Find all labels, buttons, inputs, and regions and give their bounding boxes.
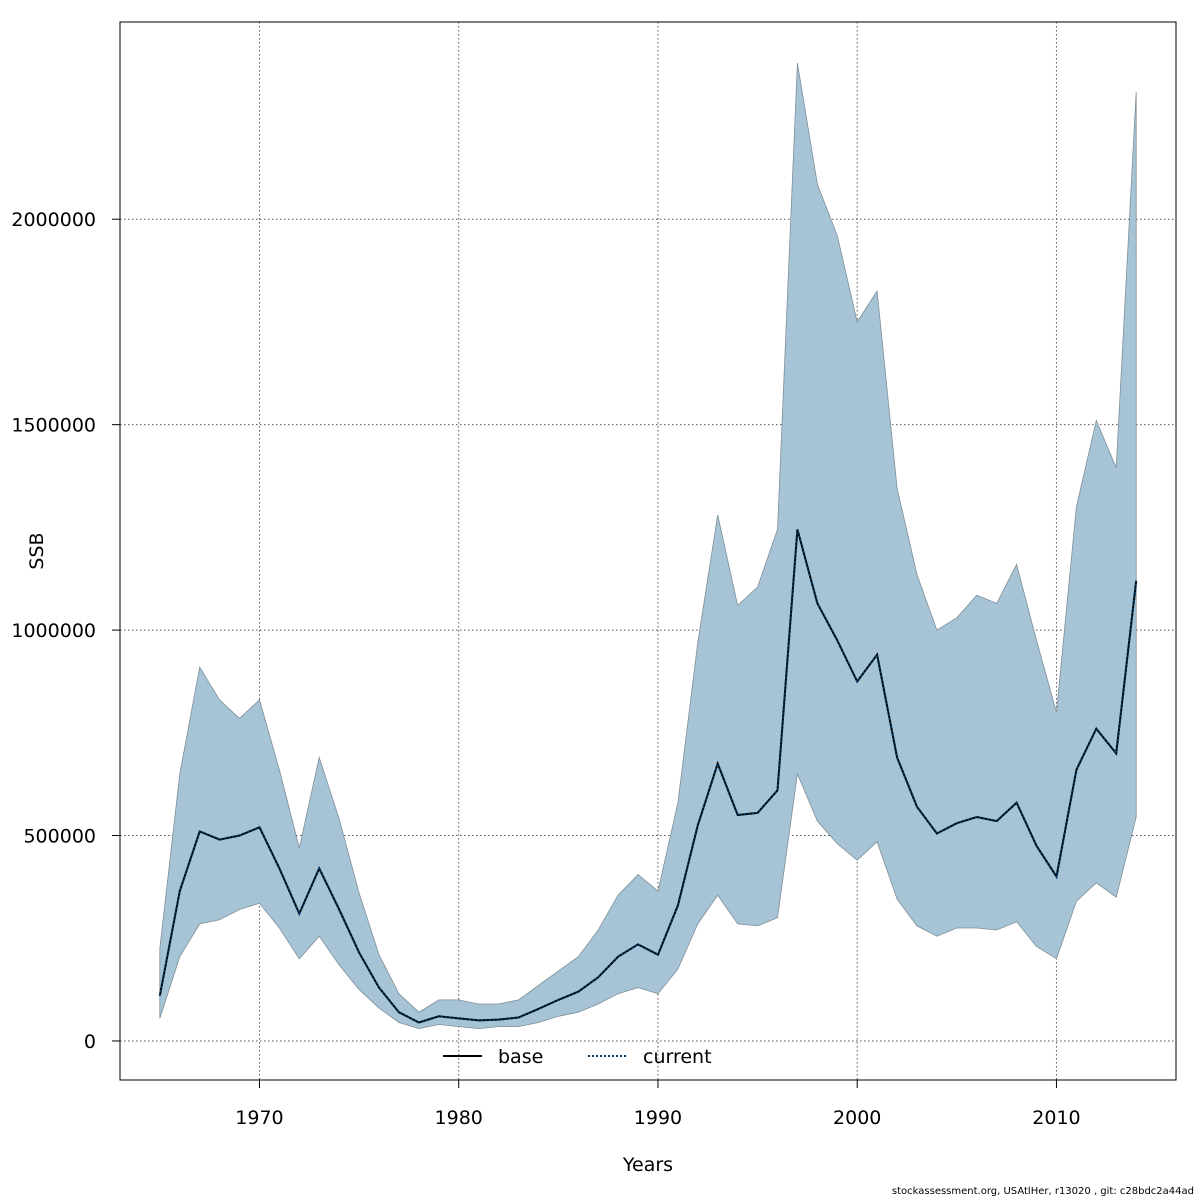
y-tick-label-2000000: 2000000 xyxy=(11,209,96,231)
x-tick-label-1970: 1970 xyxy=(235,1107,283,1129)
y-tick-label-0: 0 xyxy=(84,1031,96,1053)
confidence-band xyxy=(159,63,1137,1030)
y-tick-label-1000000: 1000000 xyxy=(11,620,96,642)
legend-label-base: base xyxy=(498,1046,543,1068)
plot-frame xyxy=(119,21,1177,1081)
y-tick-label-500000: 500000 xyxy=(23,826,96,848)
footer-credit: stockassessment.org, USAtlHer, r13020 , … xyxy=(891,1186,1194,1197)
x-axis-title: Years xyxy=(622,1154,673,1176)
y-axis-title: SSB xyxy=(26,532,48,569)
x-tick-label-1990: 1990 xyxy=(634,1107,682,1129)
x-tick-label-2010: 2010 xyxy=(1032,1107,1080,1129)
series-line-current xyxy=(158,529,1138,1024)
x-tick-label-2000: 2000 xyxy=(833,1107,881,1129)
legend-label-current: current xyxy=(643,1046,712,1068)
y-tick-label-1500000: 1500000 xyxy=(11,415,96,437)
axis-ticks: 1970 1980 1990 2000 2010 0 500000 1000000 150000… xyxy=(11,209,1080,1129)
x-tick-label-1980: 1980 xyxy=(435,1107,483,1129)
legend: base current xyxy=(443,1046,712,1068)
